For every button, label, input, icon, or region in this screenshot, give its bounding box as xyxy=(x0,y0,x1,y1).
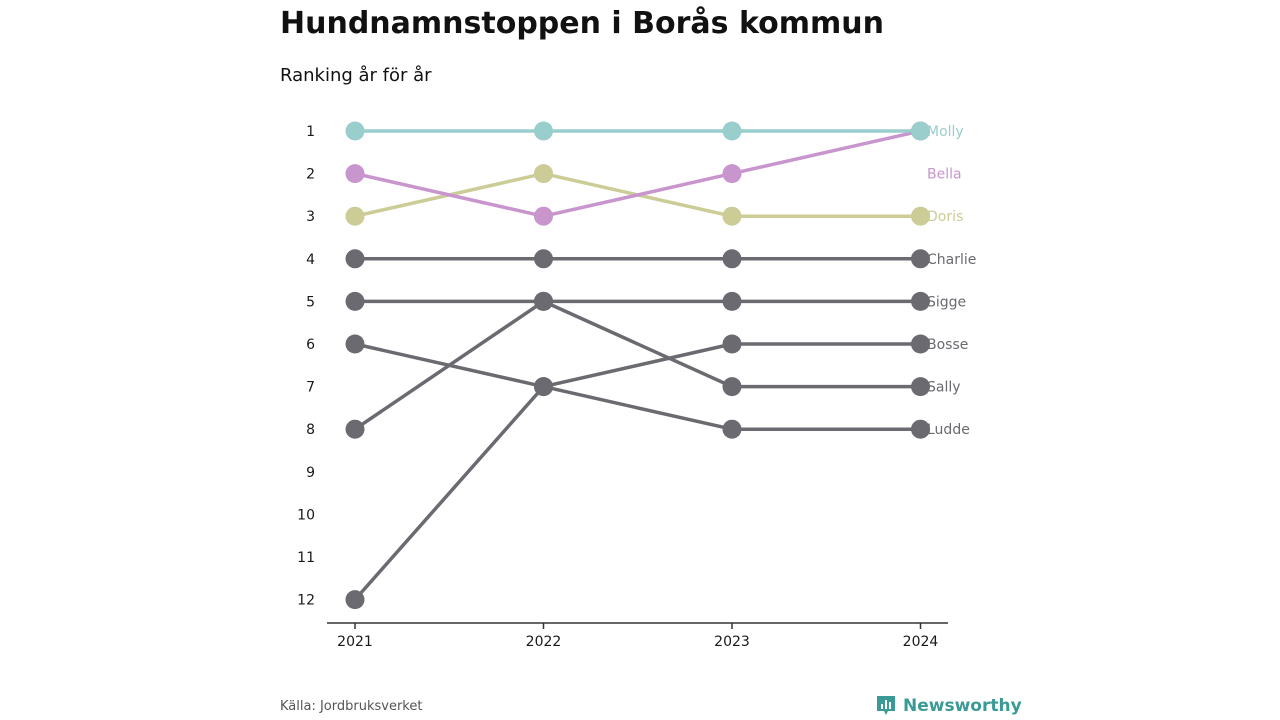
data-point-molly xyxy=(345,121,365,141)
data-point-ludde xyxy=(911,419,930,439)
x-tick-label: 2021 xyxy=(337,634,373,650)
y-tick-label: 9 xyxy=(306,465,315,481)
chart-subtitle: Ranking år för år xyxy=(280,65,432,86)
data-point-ludde xyxy=(345,334,365,354)
brand-logo: Newsworthy xyxy=(875,694,1022,718)
x-axis: 2021 2022 2023 2024 xyxy=(327,622,948,650)
data-point-charlie xyxy=(534,249,553,269)
data-point-sally xyxy=(345,590,365,610)
data-point-charlie xyxy=(722,249,742,269)
data-point-sigge xyxy=(534,291,553,311)
series-line-bella xyxy=(353,129,923,218)
source-note: Källa: Jordbruksverket xyxy=(280,699,423,714)
x-tick-label: 2024 xyxy=(903,634,939,650)
data-point-bosse xyxy=(722,377,742,397)
data-point-charlie xyxy=(345,249,365,269)
data-point-sally xyxy=(911,334,930,354)
data-point-bella xyxy=(722,164,742,184)
data-point-doris xyxy=(534,164,553,184)
end-label-sally: Sally xyxy=(927,380,961,396)
series-line-bosse xyxy=(353,299,923,431)
chart-title: Hundnamnstoppen i Borås kommun xyxy=(280,6,884,41)
data-point-molly xyxy=(911,121,930,141)
y-tick-label: 1 xyxy=(306,124,315,140)
end-label-doris: Doris xyxy=(927,209,963,225)
data-point-molly xyxy=(722,121,742,141)
end-label-charlie: Charlie xyxy=(927,252,976,268)
series-lines xyxy=(353,129,923,602)
y-tick-label: 4 xyxy=(306,252,315,268)
series-end-labels: Molly Bella Doris Charlie Sigge Bosse Sally Lud… xyxy=(927,124,976,438)
x-tick-label: 2022 xyxy=(526,634,562,650)
data-point-sally xyxy=(722,334,742,354)
data-point-bella xyxy=(534,206,553,226)
series-points xyxy=(345,121,930,610)
data-point-doris xyxy=(345,206,365,226)
y-tick-label: 2 xyxy=(306,167,315,183)
y-tick-label: 7 xyxy=(306,380,315,396)
end-label-molly: Molly xyxy=(927,124,964,140)
data-point-sigge xyxy=(911,291,930,311)
data-point-molly xyxy=(534,121,553,141)
data-point-bosse xyxy=(911,377,930,397)
data-point-bosse xyxy=(345,419,365,439)
y-tick-label: 11 xyxy=(297,550,315,566)
end-label-bosse: Bosse xyxy=(927,337,968,353)
data-point-bella xyxy=(345,164,365,184)
y-tick-label: 3 xyxy=(306,209,315,225)
data-point-sigge xyxy=(722,291,742,311)
data-point-ludde xyxy=(722,419,742,439)
end-label-ludde: Ludde xyxy=(927,422,970,438)
end-label-sigge: Sigge xyxy=(927,294,966,310)
brand-name: Newsworthy xyxy=(903,696,1022,716)
y-tick-label: 5 xyxy=(306,294,315,310)
data-point-charlie xyxy=(911,249,930,269)
y-tick-label: 10 xyxy=(297,507,315,523)
data-point-doris xyxy=(911,206,930,226)
x-tick-label: 2023 xyxy=(714,634,750,650)
y-tick-label: 12 xyxy=(297,593,315,609)
end-label-bella: Bella xyxy=(927,167,962,183)
y-tick-label: 6 xyxy=(306,337,315,353)
data-point-doris xyxy=(722,206,742,226)
y-tick-label: 8 xyxy=(306,422,315,438)
series-line-sally xyxy=(353,342,923,602)
newsworthy-logo-icon xyxy=(877,696,895,715)
data-point-sally xyxy=(534,377,553,397)
data-point-sigge xyxy=(345,291,365,311)
